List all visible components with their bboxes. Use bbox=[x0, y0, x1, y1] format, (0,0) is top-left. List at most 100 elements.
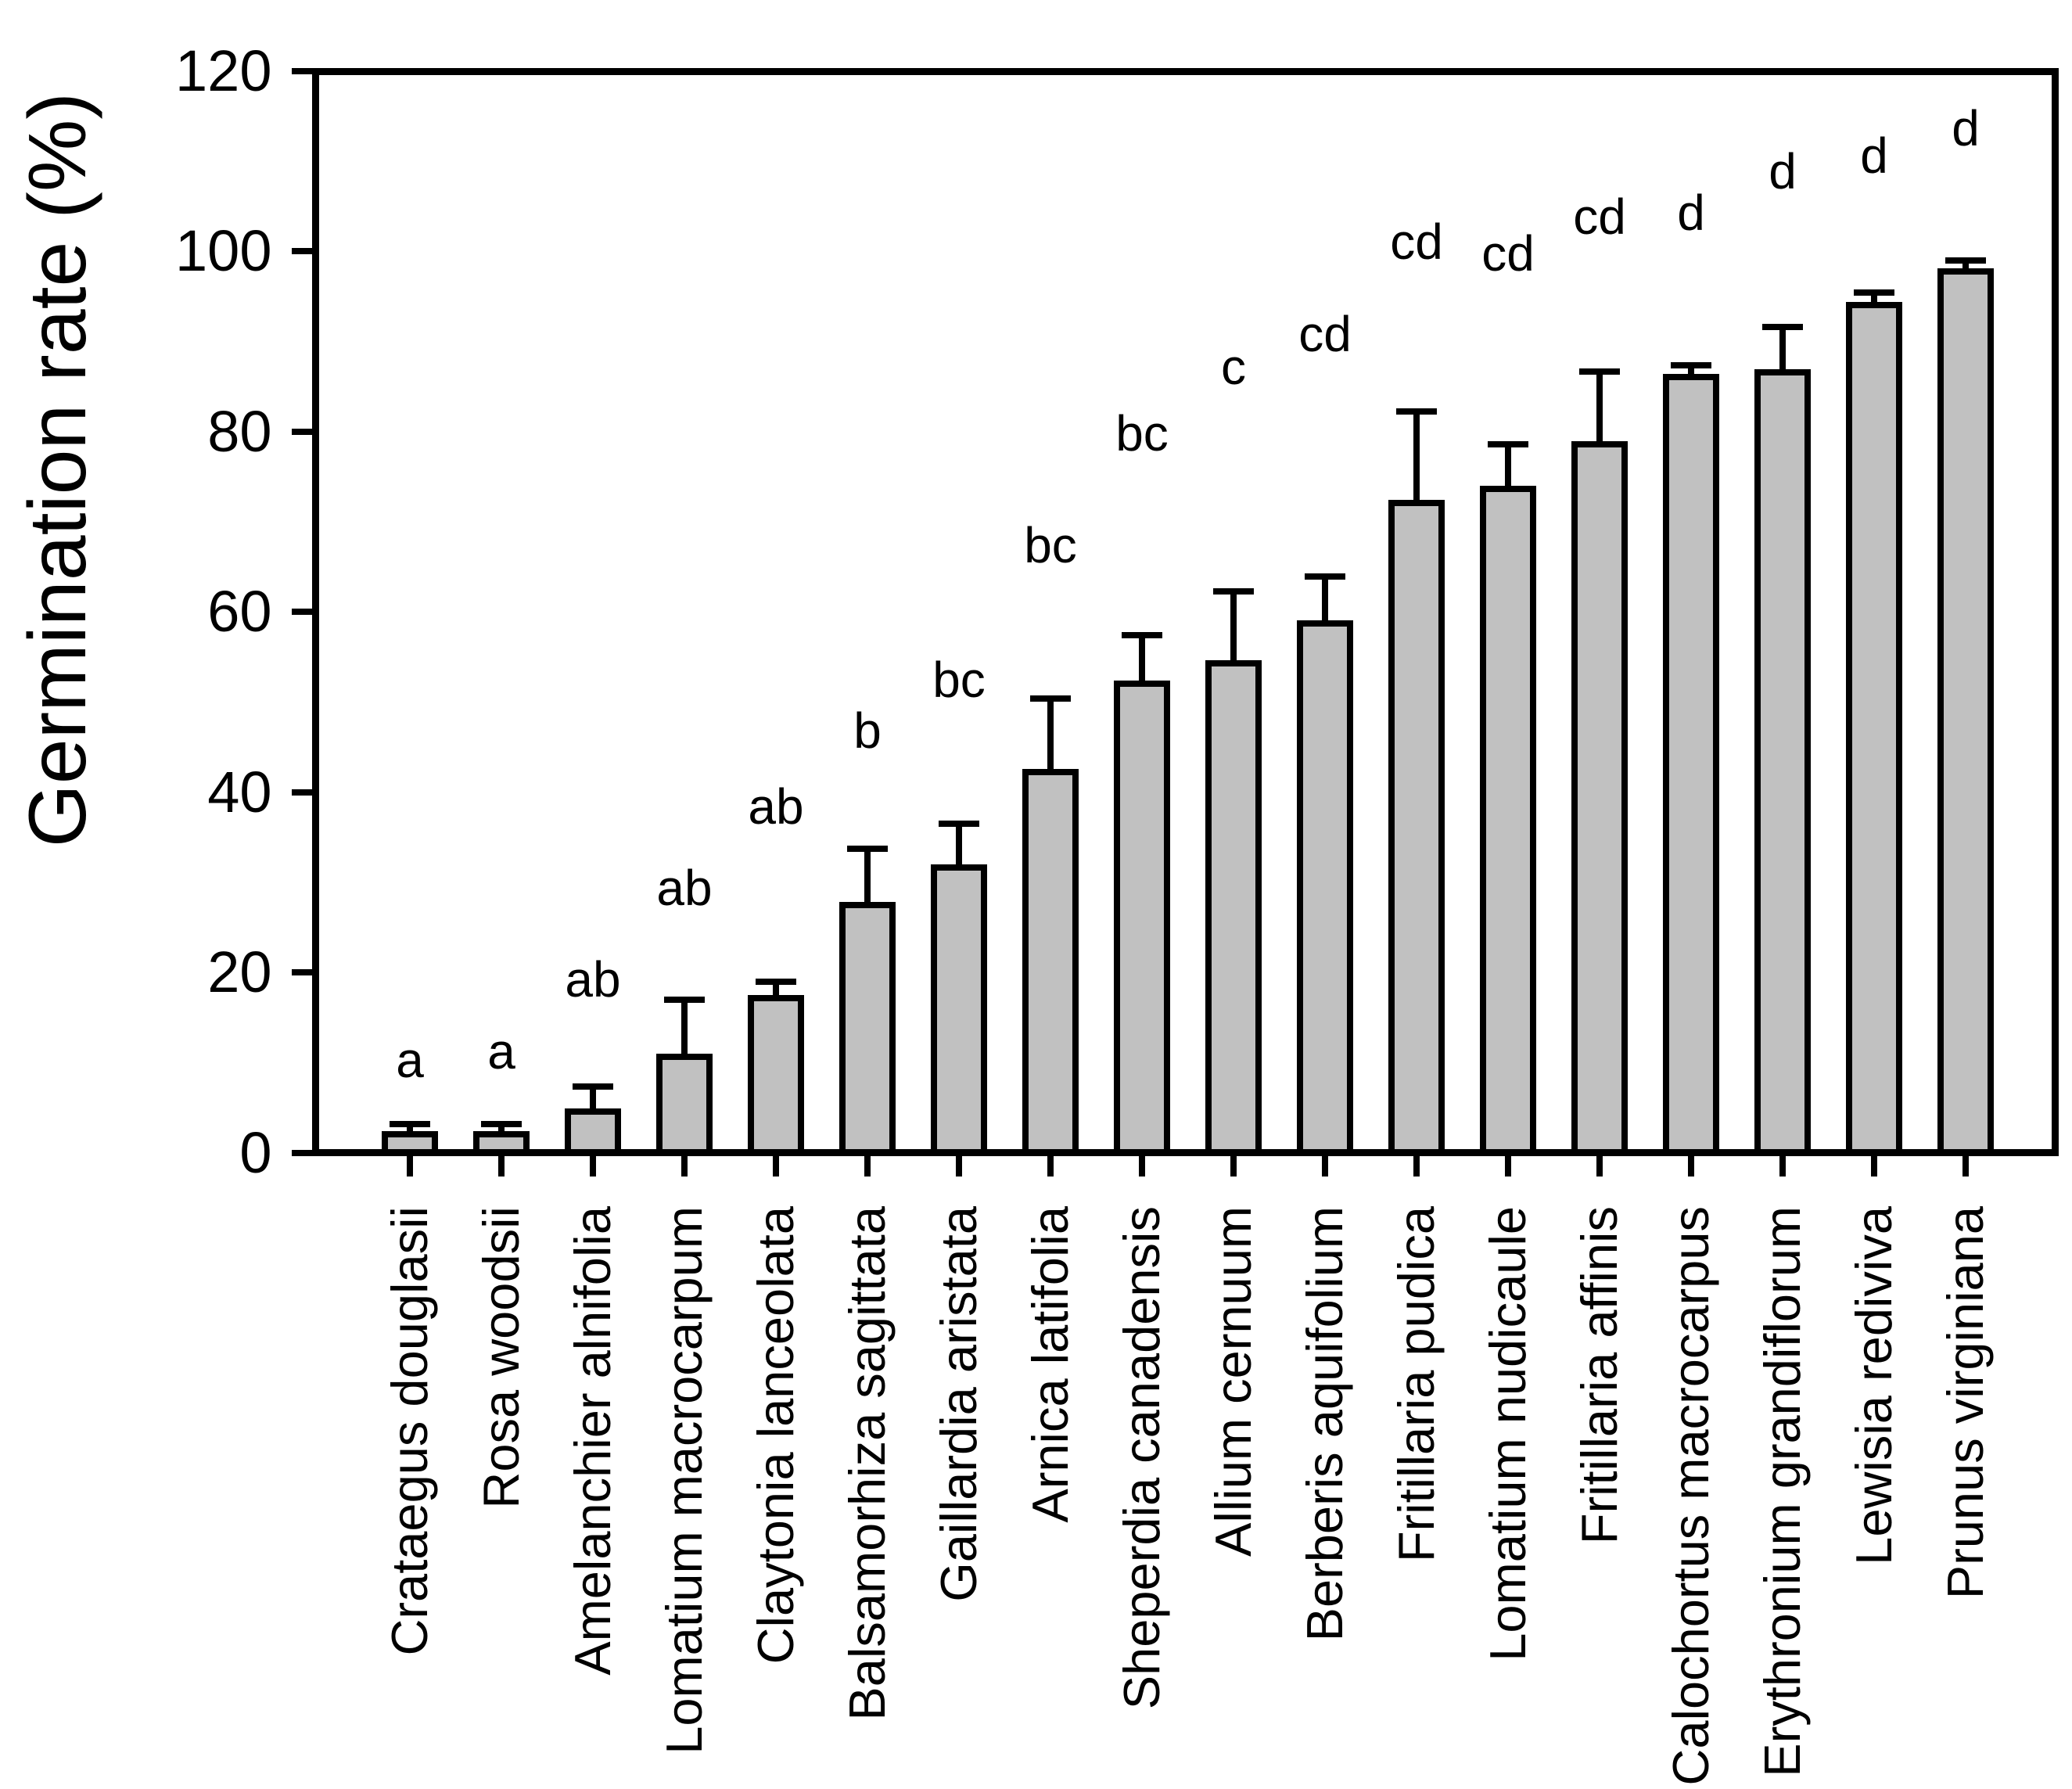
error-bar bbox=[773, 981, 779, 995]
bar bbox=[931, 864, 987, 1156]
species-name: Berberis aquifolium bbox=[1296, 1206, 1353, 1642]
y-tick-label: 20 bbox=[207, 939, 272, 1005]
species-name: Amelanchier alnifolia bbox=[564, 1206, 621, 1676]
significance-letter: bc bbox=[1115, 405, 1169, 462]
bar bbox=[1022, 768, 1079, 1156]
x-tick-mark bbox=[1871, 1156, 1877, 1177]
error-bar bbox=[1505, 444, 1511, 486]
species-name: Gaillardia aristata bbox=[930, 1206, 987, 1602]
error-bar bbox=[498, 1123, 505, 1131]
y-tick-mark bbox=[291, 789, 312, 796]
y-axis-title-text: Germination rate (%) bbox=[13, 92, 103, 848]
x-tick-mark bbox=[1962, 1156, 1969, 1177]
species-name: Lomatium nudicaule bbox=[1479, 1206, 1536, 1661]
error-bar-cap bbox=[1945, 257, 1986, 264]
error-bar-cap bbox=[1305, 573, 1345, 580]
error-bar bbox=[1596, 371, 1603, 442]
y-tick-label: 0 bbox=[239, 1119, 272, 1185]
error-bar-cap bbox=[481, 1120, 522, 1127]
error-bar bbox=[590, 1087, 596, 1109]
error-bar bbox=[1779, 327, 1786, 370]
significance-letter: c bbox=[1221, 339, 1246, 395]
error-bar-cap bbox=[664, 996, 705, 1003]
significance-letter: ab bbox=[748, 778, 804, 835]
species-name: Lomatium macrocarpum bbox=[655, 1206, 713, 1755]
error-bar bbox=[1962, 260, 1969, 269]
x-tick-mark bbox=[1413, 1156, 1420, 1177]
error-bar-cap bbox=[847, 846, 888, 853]
bar bbox=[1754, 369, 1811, 1156]
bar bbox=[1388, 500, 1445, 1156]
significance-letter: ab bbox=[656, 860, 713, 916]
x-tick-mark bbox=[1688, 1156, 1694, 1177]
error-bar bbox=[1322, 577, 1328, 620]
top-spine bbox=[311, 67, 2059, 75]
species-name: Fritillaria pudica bbox=[1388, 1206, 1445, 1563]
x-tick-mark bbox=[1139, 1156, 1145, 1177]
species-name: Fritillaria affinis bbox=[1571, 1206, 1628, 1545]
x-tick-mark bbox=[1779, 1156, 1786, 1177]
significance-letter: d bbox=[1769, 143, 1797, 199]
bar bbox=[1937, 268, 1994, 1156]
error-bar-cap bbox=[1762, 324, 1803, 331]
error-bar-cap bbox=[1671, 361, 1711, 368]
error-bar-cap bbox=[756, 978, 796, 985]
bar bbox=[1571, 441, 1628, 1156]
y-tick-mark bbox=[291, 248, 312, 255]
x-axis-bottom-spine bbox=[311, 1149, 2059, 1156]
error-bar-cap bbox=[573, 1083, 613, 1090]
species-name: Balsamorhiza sagittata bbox=[838, 1206, 896, 1721]
bar bbox=[1114, 680, 1170, 1156]
species-name: Erythronium grandiflorum bbox=[1754, 1206, 1811, 1777]
error-bar bbox=[864, 849, 871, 903]
significance-letter: ab bbox=[565, 951, 621, 1008]
species-name: Arnica latifolia bbox=[1022, 1206, 1079, 1523]
significance-letter: cd bbox=[1573, 189, 1626, 245]
x-tick-mark bbox=[1230, 1156, 1237, 1177]
x-tick-mark bbox=[956, 1156, 962, 1177]
error-bar bbox=[1047, 698, 1054, 769]
significance-letter: bc bbox=[932, 652, 986, 708]
y-tick-mark bbox=[291, 428, 312, 435]
y-tick-mark bbox=[291, 1149, 312, 1156]
species-name: Rosa woodsii bbox=[472, 1206, 530, 1509]
right-spine bbox=[2051, 67, 2059, 1156]
x-tick-mark bbox=[498, 1156, 505, 1177]
bar bbox=[1846, 301, 1902, 1156]
bar bbox=[565, 1108, 621, 1156]
error-bar bbox=[1139, 635, 1145, 681]
bar bbox=[1663, 374, 1719, 1156]
x-tick-mark bbox=[590, 1156, 596, 1177]
bar bbox=[839, 902, 896, 1156]
species-name: Prunus virginiana bbox=[1937, 1206, 1994, 1600]
species-name: Allium cernuum bbox=[1205, 1206, 1262, 1557]
significance-letter: d bbox=[1677, 185, 1705, 241]
error-bar-cap bbox=[1488, 440, 1528, 447]
x-tick-mark bbox=[1505, 1156, 1511, 1177]
significance-letter: d bbox=[1860, 128, 1888, 184]
error-bar bbox=[1413, 411, 1420, 501]
error-bar-cap bbox=[939, 820, 979, 827]
significance-letter: cd bbox=[1298, 306, 1352, 362]
bar bbox=[656, 1053, 713, 1156]
x-tick-mark bbox=[864, 1156, 871, 1177]
significance-letter: b bbox=[853, 702, 882, 759]
species-name: Crataegus douglasii bbox=[381, 1206, 438, 1656]
species-name: Calochortus macrocarpus bbox=[1662, 1206, 1719, 1786]
x-tick-mark bbox=[1047, 1156, 1054, 1177]
bar bbox=[1480, 485, 1536, 1156]
bar bbox=[748, 994, 804, 1156]
significance-letter: a bbox=[487, 1023, 515, 1080]
y-tick-mark bbox=[291, 609, 312, 616]
bar bbox=[1297, 620, 1353, 1156]
x-tick-mark bbox=[1596, 1156, 1603, 1177]
x-tick-mark bbox=[773, 1156, 779, 1177]
error-bar-cap bbox=[1030, 695, 1071, 702]
y-tick-label: 80 bbox=[207, 398, 272, 464]
y-tick-label: 40 bbox=[207, 759, 272, 824]
error-bar-cap bbox=[1213, 587, 1254, 595]
bar bbox=[382, 1130, 438, 1156]
error-bar bbox=[1230, 591, 1237, 661]
error-bar bbox=[407, 1123, 413, 1131]
